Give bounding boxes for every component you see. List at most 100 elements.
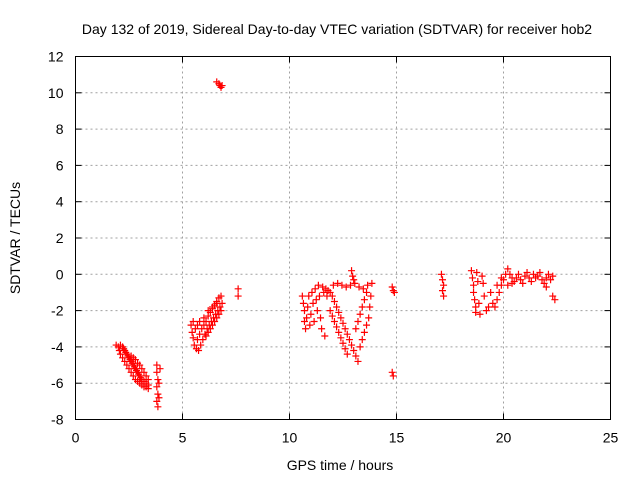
data-point xyxy=(339,319,347,327)
data-point xyxy=(199,336,207,344)
data-point xyxy=(125,365,133,373)
data-point xyxy=(390,288,398,296)
data-point xyxy=(365,314,373,322)
data-point xyxy=(527,278,535,286)
data-point xyxy=(138,365,146,373)
data-point xyxy=(121,357,129,365)
data-point xyxy=(308,288,316,296)
data-point xyxy=(213,299,221,307)
data-point xyxy=(216,303,224,311)
data-point xyxy=(154,390,162,398)
data-point xyxy=(487,288,495,296)
y-tick-label: -8 xyxy=(51,412,64,428)
data-point xyxy=(202,332,210,340)
data-point xyxy=(218,82,226,90)
data-point xyxy=(536,268,544,276)
data-point xyxy=(153,361,161,369)
data-point xyxy=(119,354,127,362)
data-point xyxy=(129,372,137,380)
data-point xyxy=(345,336,353,344)
x-tick-label: 0 xyxy=(72,430,80,446)
data-point xyxy=(508,279,516,287)
data-point xyxy=(312,296,320,304)
data-point xyxy=(472,308,480,316)
data-point xyxy=(155,379,163,387)
data-point xyxy=(206,325,214,333)
data-point xyxy=(341,345,349,353)
data-point xyxy=(358,303,366,311)
data-point xyxy=(521,272,529,280)
data-point xyxy=(153,383,161,391)
data-point xyxy=(208,303,216,311)
data-point xyxy=(538,276,546,284)
data-points xyxy=(112,78,559,411)
data-point xyxy=(318,325,326,333)
data-point xyxy=(534,272,542,280)
data-point xyxy=(204,307,212,315)
data-point xyxy=(473,268,481,276)
data-point xyxy=(363,288,371,296)
data-point xyxy=(360,328,368,336)
data-point xyxy=(215,310,223,318)
data-point xyxy=(440,281,448,289)
y-tick-label: 10 xyxy=(48,85,64,101)
data-point xyxy=(476,310,484,318)
data-point xyxy=(217,292,225,300)
data-point xyxy=(217,307,225,315)
data-point xyxy=(313,307,321,315)
data-point xyxy=(326,288,334,296)
data-point xyxy=(547,276,555,284)
data-point xyxy=(493,281,501,289)
data-point xyxy=(131,356,139,364)
data-point xyxy=(497,274,505,282)
x-tick-label: 25 xyxy=(603,430,619,446)
data-point xyxy=(317,314,325,322)
data-point xyxy=(334,279,342,287)
data-point xyxy=(549,292,557,300)
data-point xyxy=(474,278,482,286)
data-point xyxy=(352,325,360,333)
data-point xyxy=(153,397,161,405)
data-point xyxy=(542,274,550,282)
data-point xyxy=(310,317,318,325)
data-point xyxy=(467,267,475,275)
data-point xyxy=(470,281,478,289)
data-point xyxy=(328,292,336,300)
data-point xyxy=(330,298,338,306)
data-point xyxy=(190,341,198,349)
data-point xyxy=(437,270,445,278)
data-point xyxy=(346,281,354,289)
data-point xyxy=(304,303,312,311)
data-point xyxy=(155,394,163,402)
data-point xyxy=(204,328,212,336)
data-point xyxy=(154,403,162,411)
y-tick-label: 12 xyxy=(48,49,64,65)
data-point xyxy=(475,299,483,307)
data-point xyxy=(339,339,347,347)
data-point xyxy=(544,270,552,278)
data-point xyxy=(350,276,358,284)
x-tick-label: 10 xyxy=(282,430,298,446)
data-point xyxy=(517,276,525,284)
data-point xyxy=(504,265,512,273)
data-point xyxy=(208,321,216,329)
data-point xyxy=(360,296,368,304)
data-point xyxy=(351,279,359,287)
data-point xyxy=(364,281,372,289)
data-point xyxy=(319,283,327,291)
data-point xyxy=(328,312,336,320)
data-point xyxy=(482,307,490,315)
data-point xyxy=(189,334,197,342)
data-point xyxy=(529,270,537,278)
data-point xyxy=(355,283,363,291)
data-point xyxy=(540,279,548,287)
data-point xyxy=(300,317,308,325)
data-point xyxy=(489,299,497,307)
data-point xyxy=(348,341,356,349)
data-point xyxy=(311,285,319,293)
data-point xyxy=(142,372,150,380)
data-point xyxy=(478,272,486,280)
data-point xyxy=(188,328,196,336)
x-tick-label: 5 xyxy=(179,430,187,446)
data-point xyxy=(504,281,512,289)
